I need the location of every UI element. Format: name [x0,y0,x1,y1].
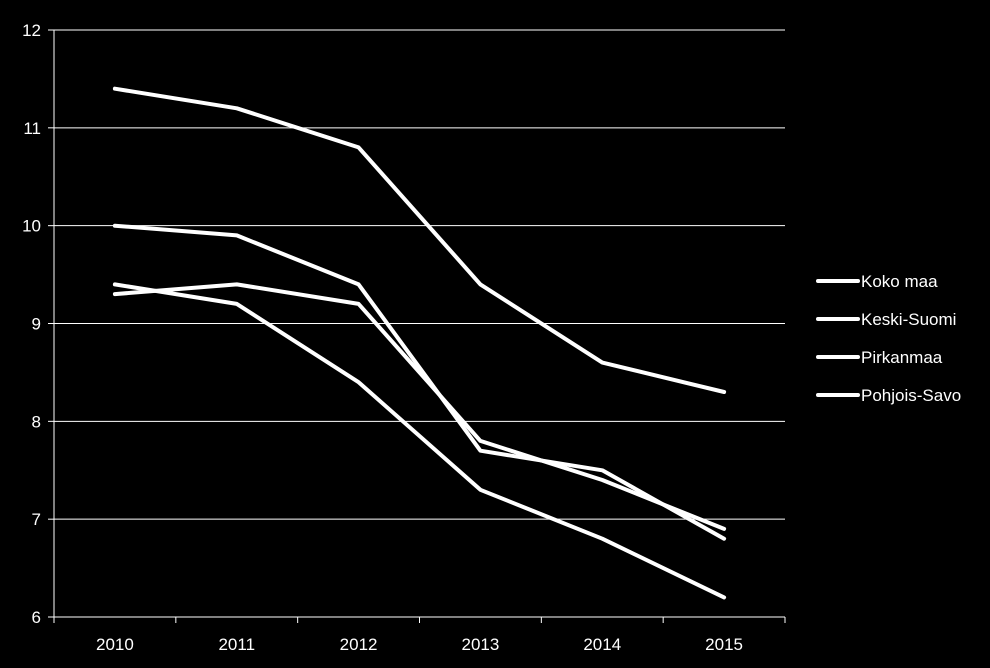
y-tick-label: 12 [22,21,41,40]
x-tick-label: 2014 [583,635,621,654]
series-line-koko-maa [112,86,727,394]
y-tick-label: 10 [22,217,41,236]
y-tick-label: 7 [32,510,41,529]
y-tick-label: 6 [32,608,41,627]
y-tick-label: 9 [32,315,41,334]
y-tick-label: 8 [32,412,41,431]
x-tick-label: 2011 [218,635,255,654]
x-tick-label: 2013 [462,635,500,654]
gridlines [54,29,785,520]
legend: Koko maa Keski-Suomi Pirkanmaa Pohjois-Savo [816,272,961,405]
x-tick-label: 2012 [340,635,378,654]
series-line-keski-suomi [112,223,727,541]
series-line-pirkanmaa [112,282,727,531]
axes: 6 7 8 9 10 11 12 2010 2011 2012 2013 2014 2015 [22,21,786,654]
series-line-pohjois-savo [112,282,727,600]
series-lines [112,86,727,600]
x-tick-label: 2010 [96,635,134,654]
legend-label-koko-maa: Koko maa [861,272,938,291]
legend-label-pirkanmaa: Pirkanmaa [861,348,943,367]
x-tick-label: 2015 [705,635,743,654]
legend-label-keski-suomi: Keski-Suomi [861,310,956,329]
y-tick-label: 11 [23,119,41,138]
legend-label-pohjois-savo: Pohjois-Savo [861,386,961,405]
